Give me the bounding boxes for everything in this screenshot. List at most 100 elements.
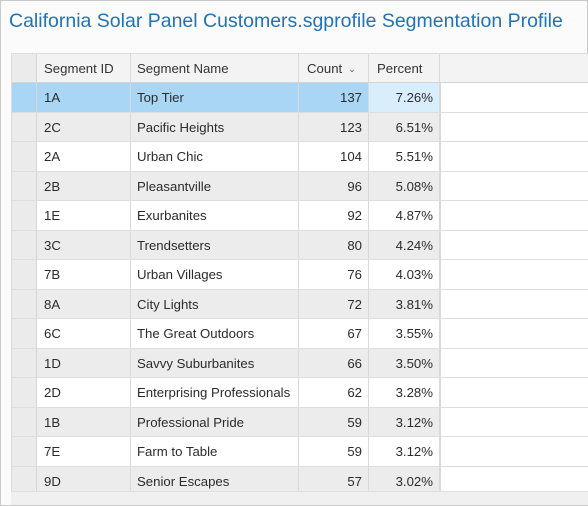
cell-percent[interactable]: 3.55% [369, 319, 440, 348]
row-filler [440, 319, 588, 348]
cell-count[interactable]: 137 [299, 83, 369, 112]
row-selector[interactable] [12, 437, 37, 466]
cell-count[interactable]: 57 [299, 466, 369, 491]
cell-percent[interactable]: 5.51% [369, 142, 440, 171]
cell-segment-id[interactable]: 7E [37, 437, 131, 466]
cell-segment-id[interactable]: 2D [37, 378, 131, 407]
cell-percent[interactable]: 3.81% [369, 289, 440, 318]
cell-count[interactable]: 59 [299, 407, 369, 436]
segment-table[interactable]: Segment ID Segment Name Count ⌄ Percent 1… [11, 53, 588, 491]
chevron-down-icon[interactable]: ⌄ [348, 64, 356, 74]
cell-percent[interactable]: 5.08% [369, 171, 440, 200]
cell-segment-id[interactable]: 2B [37, 171, 131, 200]
table-row[interactable]: 2C Pacific Heights 123 6.51% [12, 112, 588, 142]
cell-segment-id[interactable]: 8A [37, 289, 131, 318]
column-header-percent[interactable]: Percent [369, 54, 440, 82]
cell-segment-name[interactable]: The Great Outdoors [131, 319, 299, 348]
cell-percent[interactable]: 4.24% [369, 230, 440, 259]
table-row[interactable]: 2D Enterprising Professionals 62 3.28% [12, 378, 588, 408]
column-header-label: Percent [377, 61, 423, 76]
cell-count[interactable]: 67 [299, 319, 369, 348]
row-selector[interactable] [12, 348, 37, 377]
cell-count[interactable]: 59 [299, 437, 369, 466]
column-header-segment-name[interactable]: Segment Name [131, 54, 299, 82]
window-title: California Solar Panel Customers.sgprofi… [9, 10, 563, 32]
row-selector[interactable] [12, 83, 37, 112]
cell-count[interactable]: 72 [299, 289, 369, 318]
table-row[interactable]: 8A City Lights 72 3.81% [12, 289, 588, 319]
table-row[interactable]: 7B Urban Villages 76 4.03% [12, 260, 588, 290]
row-selector[interactable] [12, 230, 37, 259]
cell-segment-name[interactable]: Urban Chic [131, 142, 299, 171]
table-row[interactable]: 9D Senior Escapes 57 3.02% [12, 466, 588, 491]
table-row[interactable]: 3C Trendsetters 80 4.24% [12, 230, 588, 260]
cell-count[interactable]: 80 [299, 230, 369, 259]
cell-segment-name[interactable]: Trendsetters [131, 230, 299, 259]
cell-count[interactable]: 96 [299, 171, 369, 200]
cell-count[interactable]: 123 [299, 112, 369, 141]
cell-segment-id[interactable]: 3C [37, 230, 131, 259]
table-header: Segment ID Segment Name Count ⌄ Percent [12, 54, 588, 83]
cell-segment-id[interactable]: 1E [37, 201, 131, 230]
cell-segment-id[interactable]: 7B [37, 260, 131, 289]
row-selector[interactable] [12, 289, 37, 318]
cell-count[interactable]: 76 [299, 260, 369, 289]
row-filler [440, 171, 588, 200]
cell-segment-name[interactable]: City Lights [131, 289, 299, 318]
row-selector[interactable] [12, 319, 37, 348]
row-filler [440, 260, 588, 289]
table-row[interactable]: 1E Exurbanites 92 4.87% [12, 201, 588, 231]
table-row[interactable]: 6C The Great Outdoors 67 3.55% [12, 319, 588, 349]
row-filler [440, 348, 588, 377]
cell-percent[interactable]: 6.51% [369, 112, 440, 141]
header-row-selector[interactable] [12, 54, 37, 82]
cell-percent[interactable]: 3.02% [369, 466, 440, 491]
cell-segment-id[interactable]: 6C [37, 319, 131, 348]
table-row[interactable]: 2B Pleasantville 96 5.08% [12, 171, 588, 201]
cell-percent[interactable]: 4.87% [369, 201, 440, 230]
cell-count[interactable]: 62 [299, 378, 369, 407]
row-selector[interactable] [12, 260, 37, 289]
cell-segment-id[interactable]: 2A [37, 142, 131, 171]
cell-percent[interactable]: 7.26% [369, 83, 440, 112]
horizontal-scrollbar[interactable] [11, 491, 588, 505]
cell-segment-id[interactable]: 2C [37, 112, 131, 141]
row-filler [440, 378, 588, 407]
column-header-segment-id[interactable]: Segment ID [37, 54, 131, 82]
cell-segment-id[interactable]: 1A [37, 83, 131, 112]
cell-segment-name[interactable]: Urban Villages [131, 260, 299, 289]
cell-segment-name[interactable]: Senior Escapes [131, 466, 299, 491]
cell-segment-name[interactable]: Enterprising Professionals [131, 378, 299, 407]
cell-count[interactable]: 104 [299, 142, 369, 171]
cell-percent[interactable]: 3.12% [369, 437, 440, 466]
column-header-count[interactable]: Count ⌄ [299, 54, 369, 82]
row-selector[interactable] [12, 407, 37, 436]
cell-segment-name[interactable]: Top Tier [131, 83, 299, 112]
table-row[interactable]: 1A Top Tier 137 7.26% [12, 83, 588, 113]
cell-segment-name[interactable]: Farm to Table [131, 437, 299, 466]
cell-percent[interactable]: 3.12% [369, 407, 440, 436]
table-row[interactable]: 2A Urban Chic 104 5.51% [12, 142, 588, 172]
cell-segment-id[interactable]: 1B [37, 407, 131, 436]
row-selector[interactable] [12, 466, 37, 491]
cell-segment-name[interactable]: Pacific Heights [131, 112, 299, 141]
row-selector[interactable] [12, 378, 37, 407]
cell-percent[interactable]: 3.28% [369, 378, 440, 407]
table-row[interactable]: 7E Farm to Table 59 3.12% [12, 437, 588, 467]
row-selector[interactable] [12, 112, 37, 141]
table-row[interactable]: 1B Professional Pride 59 3.12% [12, 407, 588, 437]
cell-segment-name[interactable]: Savvy Suburbanites [131, 348, 299, 377]
cell-segment-name[interactable]: Pleasantville [131, 171, 299, 200]
cell-segment-name[interactable]: Exurbanites [131, 201, 299, 230]
cell-segment-id[interactable]: 1D [37, 348, 131, 377]
row-selector[interactable] [12, 171, 37, 200]
cell-segment-id[interactable]: 9D [37, 466, 131, 491]
row-selector[interactable] [12, 201, 37, 230]
cell-count[interactable]: 92 [299, 201, 369, 230]
cell-count[interactable]: 66 [299, 348, 369, 377]
table-row[interactable]: 1D Savvy Suburbanites 66 3.50% [12, 348, 588, 378]
cell-percent[interactable]: 3.50% [369, 348, 440, 377]
cell-percent[interactable]: 4.03% [369, 260, 440, 289]
cell-segment-name[interactable]: Professional Pride [131, 407, 299, 436]
row-selector[interactable] [12, 142, 37, 171]
